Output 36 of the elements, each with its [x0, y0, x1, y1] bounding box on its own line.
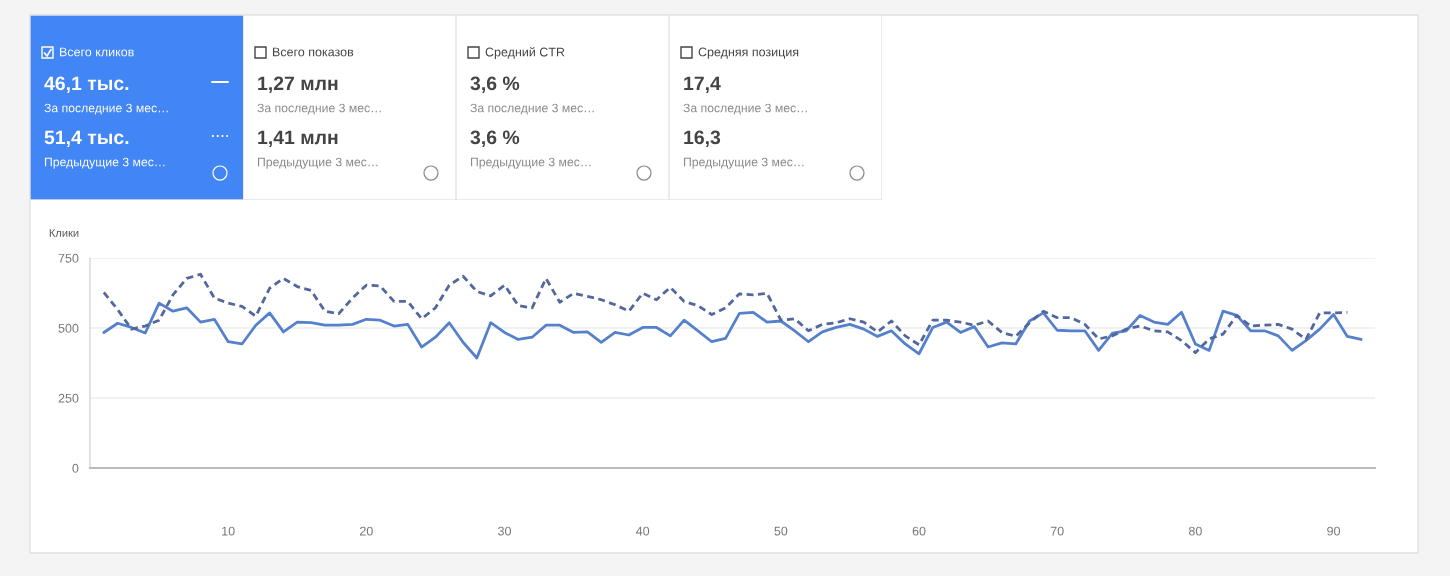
- text: 1,27 млн: [258, 76, 338, 94]
- x-tick-label: 30: [498, 526, 511, 536]
- text: Предыдущие 3 мес…: [257, 157, 378, 169]
- y-tick-label: 0: [72, 463, 79, 473]
- y-axis-title: Клики: [49, 229, 79, 237]
- text: Всего показов: [273, 47, 354, 57]
- text: Всего кликов: [60, 47, 134, 57]
- text: За последние 3 мес…: [44, 103, 168, 115]
- text: Средняя позиция: [698, 47, 799, 59]
- text: За последние 3 мес…: [470, 103, 594, 115]
- line-series: [102, 272, 1349, 355]
- y-tick-label: 250: [58, 393, 79, 403]
- text: Средний CTR: [485, 47, 565, 59]
- x-tick-label: 90: [1327, 526, 1341, 536]
- text: 17,4: [684, 76, 721, 94]
- text: 51,4 тыс.: [44, 130, 129, 148]
- y-tick-label: 500: [58, 323, 79, 333]
- x-tick-label: 60: [912, 526, 926, 536]
- text: Предыдущие 3 мес…: [470, 157, 591, 169]
- text: За последние 3 мес…: [683, 103, 807, 115]
- text: За последние 3 мес…: [257, 103, 381, 115]
- x-tick-label: 10: [222, 526, 235, 536]
- x-tick-label: 70: [1050, 526, 1064, 536]
- text: 46,1 тыс.: [44, 76, 129, 94]
- line-series: [102, 301, 1363, 360]
- x-tick-label: 80: [1188, 526, 1202, 536]
- text: 16,3: [684, 130, 721, 148]
- text: Предыдущие 3 мес…: [44, 157, 165, 169]
- y-tick-label: 750: [58, 253, 79, 263]
- x-tick-label: 20: [360, 526, 373, 536]
- text: 3,6 %: [470, 130, 520, 148]
- x-tick-label: 40: [636, 526, 650, 536]
- text: Предыдущие 3 мес…: [683, 157, 804, 169]
- text: 3,6 %: [470, 76, 520, 94]
- x-tick-label: 50: [774, 526, 788, 536]
- text: 1,41 млн: [258, 130, 338, 148]
